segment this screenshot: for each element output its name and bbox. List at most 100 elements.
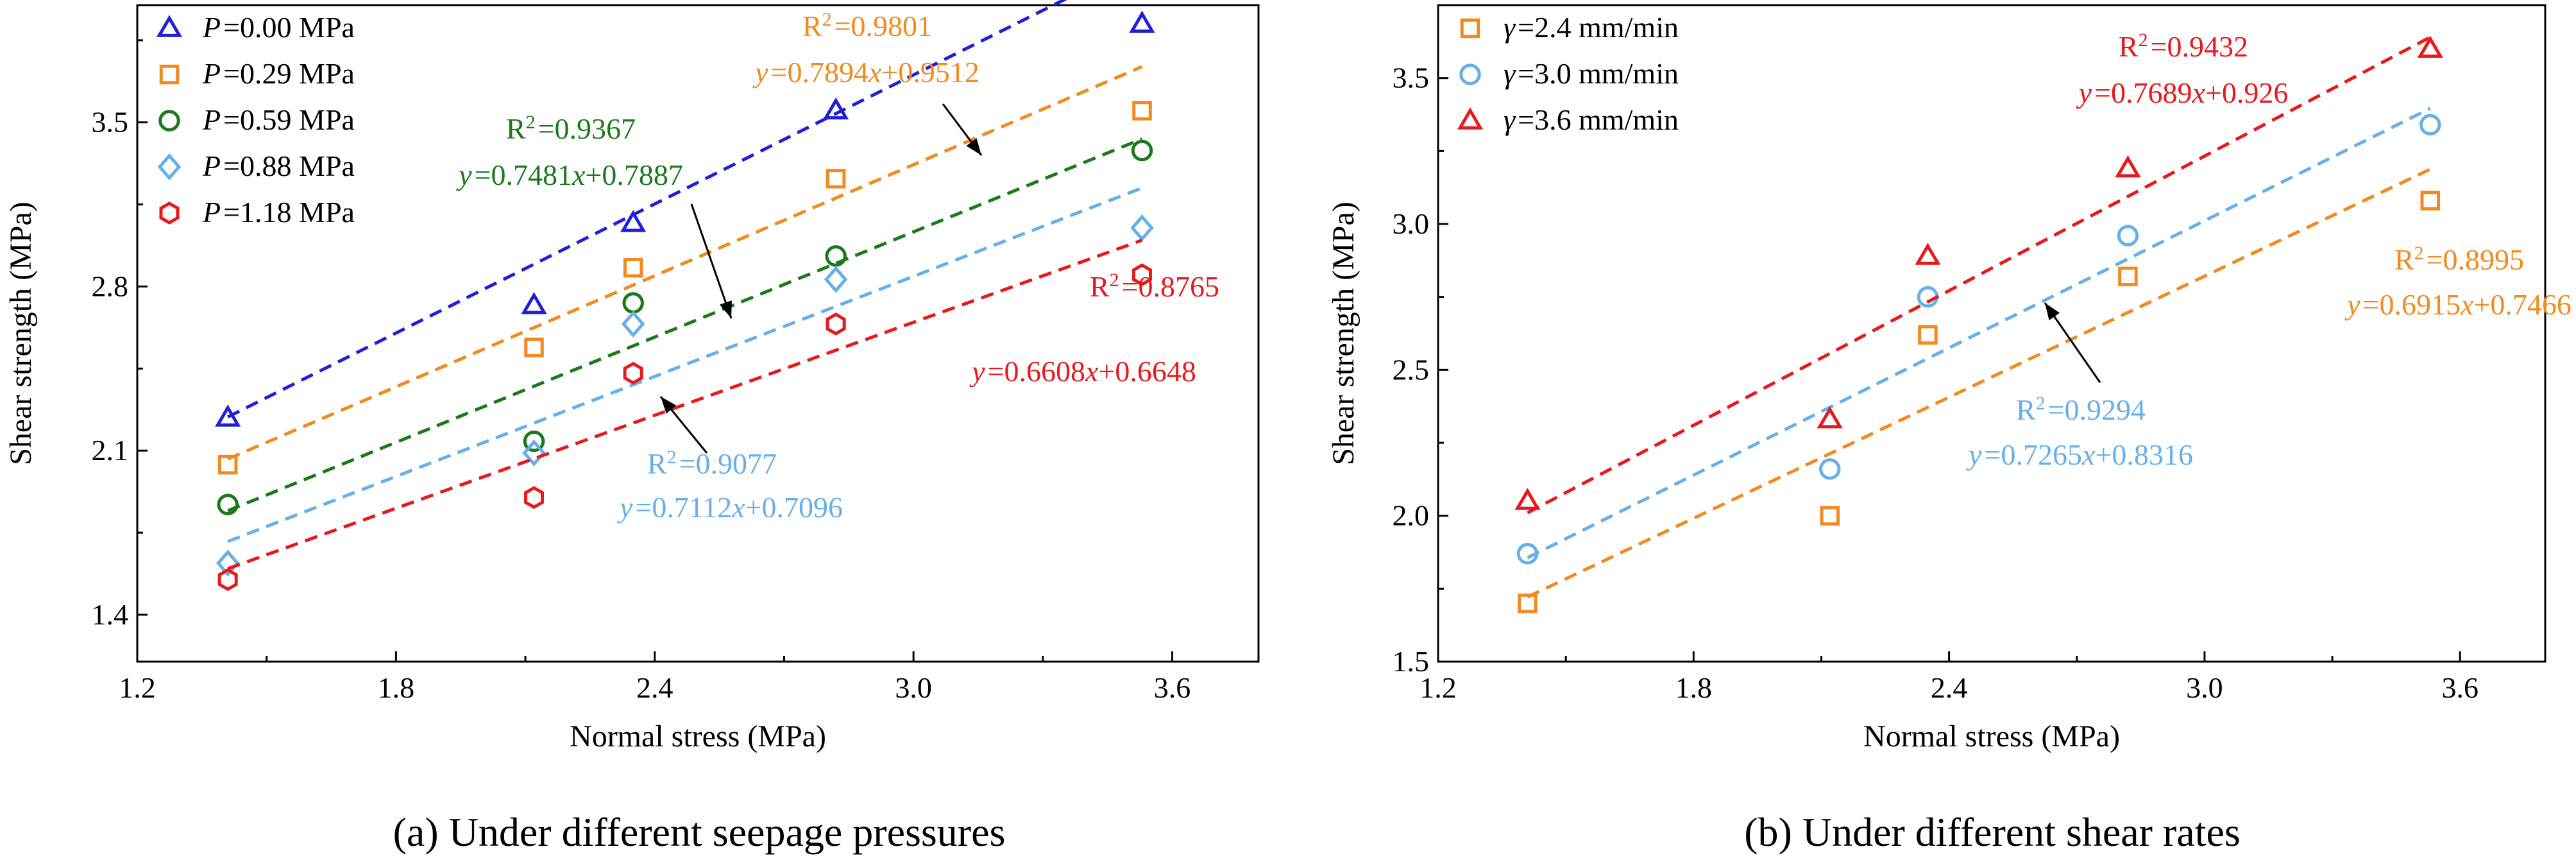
x-tick-label: 1.8 [1675,671,1713,704]
figure-caption: (a) Under different seepage pressures [393,809,1006,855]
data-point [217,494,239,515]
data-point [2417,35,2443,58]
data-point [2420,191,2441,210]
data-point [1516,543,1539,565]
data-point [621,310,645,338]
legend-marker [158,110,180,132]
legend-marker [159,202,180,225]
data-point [824,266,848,293]
fit-annotation: R2=0.9801 y=0.7894x+0.9512 [752,9,983,156]
fit-line [227,137,1143,513]
fit-line [1527,35,2431,515]
series-1 [217,65,1152,475]
data-point [1818,458,1841,480]
chart-panel-b: 1.2 1.8 2.4 3.0 3.6 1.5 2.0 2.5 3.0 3.5 Normal str… [1326,4,2572,855]
data-point [1129,10,1155,33]
legend-entry: P=0.88 MPa [202,150,355,182]
data-point [215,404,241,427]
y-tick-label: 3.0 [1393,207,1430,240]
series-0 [1518,167,2441,614]
legend-entry: P=0.59 MPa [202,103,355,136]
fit-equation-label: y=0.7112x+0.7096 [617,491,843,524]
data-point [826,169,846,189]
fit-annotation: R2=0.9432 y=0.7689x+0.926 [2076,30,2289,110]
r-squared-label: R2=0.9367 [506,112,636,146]
data-point [217,568,238,592]
data-point [2419,114,2441,136]
data-point [1817,406,1843,429]
data-point [216,549,240,577]
r-squared-label: R2=0.9432 [2119,30,2248,64]
y-tick-label: 2.5 [1393,353,1430,386]
data-point [620,210,647,232]
fit-line [227,65,1143,461]
legend-entry: P=1.18 MPa [202,196,355,228]
y-tick-label: 2.8 [92,270,129,302]
series-1 [1516,107,2441,565]
legend-entry: P=0.00 MPa [202,11,355,44]
data-point [1130,214,1154,242]
r-squared-label: R2=0.8995 [2394,243,2524,277]
data-point [623,257,643,278]
fit-equation-label: y=0.6915x+0.7466 [2344,288,2572,321]
fit-annotation: R2=0.9294 y=0.7265x+0.8316 [1966,302,2193,471]
legend-marker [1457,107,1484,130]
legend-entry: γ=3.6 mm/min [1504,103,1679,136]
plot-frame [1437,4,2546,663]
data-point [1514,488,1541,510]
data-point [623,361,643,385]
x-tick-label: 3.0 [2186,671,2223,704]
arrow-head [2045,303,2060,321]
data-point [522,439,546,467]
arrow-head [720,300,732,318]
plot-frame [136,4,1260,663]
data-point [1518,593,1538,614]
legend-entry: P=0.29 MPa [202,57,355,90]
legend-marker [159,64,180,85]
x-tick-label: 1.2 [119,671,156,704]
fit-equation-label: y=0.7689x+0.926 [2076,76,2289,109]
fit-annotation: R2=0.8765 y=0.6608x+0.6648 [969,270,1219,388]
x-axis-label: Normal stress (MPa) [570,719,826,753]
fit-annotation: R2=0.9077 y=0.7112x+0.7096 [617,396,843,524]
legend: P=0.00 MPa P=0.29 MPa P=0.59 MPa P=0.88 MPa… [156,11,355,228]
data-point [1132,101,1152,121]
fit-equation-label: y=0.7265x+0.8316 [1966,438,2193,471]
x-tick-label: 2.4 [1931,671,1968,704]
data-point [524,486,545,510]
data-point [2117,225,2139,246]
series-3 [216,186,1154,577]
fit-annotation: R2=0.9367 y=0.7481x+0.7887 [456,112,733,319]
legend-marker [1460,18,1480,39]
data-point [1820,506,1840,526]
data-point [823,97,849,120]
data-point [1918,325,1938,345]
data-point [1915,243,1941,265]
arrow-head [661,397,677,414]
data-point [523,430,545,452]
y-tick-label: 1.5 [1393,645,1430,678]
data-point [1131,263,1152,287]
data-point [1131,139,1153,162]
legend: γ=2.4 mm/min γ=3.0 mm/min γ=3.6 mm/min [1457,11,1679,136]
fit-line [227,0,1067,418]
x-tick-label: 1.2 [1419,671,1457,704]
legend-marker [1459,64,1481,85]
fit-equation-label: y=0.7481x+0.7887 [456,159,683,191]
legend-entry: γ=2.4 mm/min [1504,11,1679,44]
data-point [2115,155,2141,178]
y-tick-label: 3.5 [1393,62,1430,94]
legend-marker [156,15,183,37]
fit-line [1527,167,2431,599]
r-squared-label: R2=0.9077 [647,447,777,481]
series-2 [1514,35,2443,515]
arrow-head [966,138,981,155]
x-tick-label: 3.0 [895,671,932,704]
y-tick-label: 2.1 [92,434,129,467]
y-tick-label: 1.4 [92,598,129,631]
fit-equation-label: y=0.7894x+0.9512 [752,56,979,89]
x-tick-label: 3.6 [1154,671,1191,704]
annotation-arrow [690,203,733,319]
data-point [524,338,544,357]
y-tick-label: 2.0 [1393,499,1430,532]
